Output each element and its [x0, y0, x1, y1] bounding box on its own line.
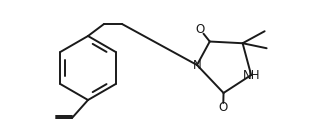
Text: N: N	[192, 59, 201, 72]
Text: O: O	[219, 102, 228, 115]
Text: O: O	[196, 23, 205, 36]
Text: NH: NH	[242, 69, 260, 81]
